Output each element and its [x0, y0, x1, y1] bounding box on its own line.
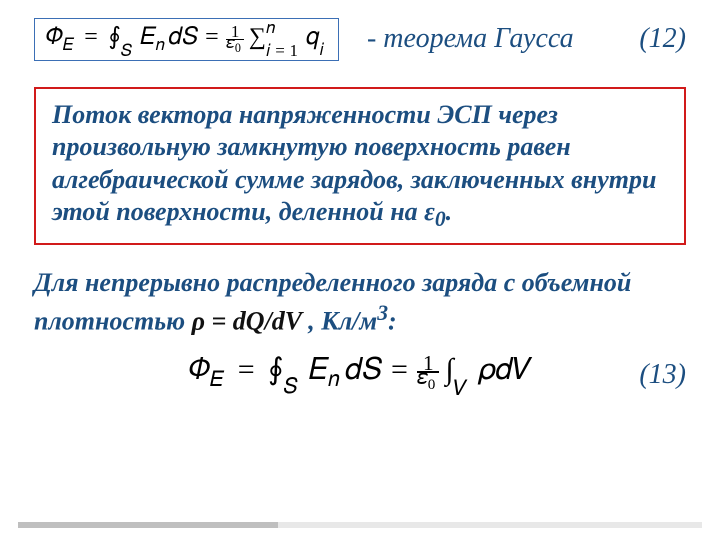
bottom-accent-bar: [18, 522, 702, 528]
gauss-definition-period: .: [446, 197, 453, 226]
equation-13-number: (13): [639, 359, 686, 391]
gauss-definition-box: Поток вектора напряженности ЭСП через пр…: [34, 87, 686, 246]
equation-12-box: ΦE = ∮ S En dS = 1 ε0: [34, 18, 339, 61]
units-prefix: , Кл/м: [302, 306, 378, 335]
equation-12-number: (12): [639, 23, 686, 55]
epsilon-subscript: 0: [435, 207, 446, 231]
equation-12-label: - теорема Гаусса: [367, 23, 619, 55]
continuous-charge-text: Для непрерывно распределенного заряда с …: [34, 267, 686, 338]
epsilon-symbol: ε: [424, 197, 435, 226]
equation-12-row: ΦE = ∮ S En dS = 1 ε0: [34, 18, 686, 61]
units-superscript: 3: [377, 301, 388, 325]
gauss-definition-text: Поток вектора напряженности ЭСП через пр…: [52, 99, 668, 234]
units-suffix: :: [388, 306, 397, 335]
equation-13: ΦE = ∮ S En dS = 1 ε0 ∫: [188, 356, 533, 395]
rho-expression: ρ = dQ/dV: [192, 306, 302, 335]
equation-12: ΦE = ∮ S En dS = 1 ε0: [45, 25, 328, 56]
slide: ΦE = ∮ S En dS = 1 ε0: [0, 0, 720, 540]
gauss-definition-before: Поток вектора напряженности ЭСП через пр…: [52, 100, 656, 227]
equation-13-row: ΦE = ∮ S En dS = 1 ε0 ∫: [34, 356, 686, 395]
